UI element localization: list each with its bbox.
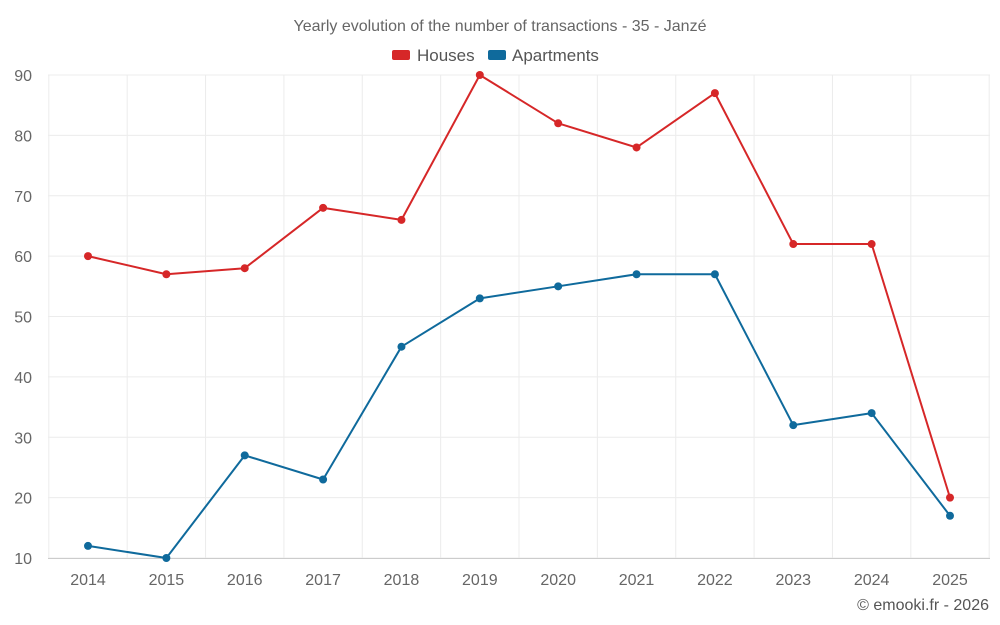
x-tick-label: 2024 <box>854 572 890 589</box>
y-tick-label: 20 <box>14 491 32 508</box>
data-point-houses[interactable] <box>475 71 484 79</box>
y-tick-label: 60 <box>14 249 32 266</box>
data-point-apartments[interactable] <box>162 554 171 562</box>
y-tick-label: 10 <box>14 551 32 568</box>
x-tick-label: 2021 <box>619 572 655 589</box>
series-apartments <box>84 270 954 562</box>
series-houses <box>84 71 954 502</box>
x-tick-label: 2019 <box>462 572 498 589</box>
legend-item-apartments[interactable]: Apartments <box>488 46 599 65</box>
legend-label: Apartments <box>512 46 599 65</box>
x-tick-label: 2020 <box>540 572 576 589</box>
data-point-apartments[interactable] <box>397 342 406 351</box>
x-tick-label: 2023 <box>775 572 811 589</box>
credit-text: © emooki.fr - 2026 <box>857 597 989 614</box>
x-axis-ticks: 2014 2015 2016 2017 2018 2019 2020 2021 2022 2023… <box>70 572 968 589</box>
data-point-houses[interactable] <box>946 493 954 502</box>
x-tick-label: 2014 <box>70 572 106 589</box>
data-point-apartments[interactable] <box>240 451 249 460</box>
data-point-apartments[interactable] <box>710 270 719 279</box>
grid <box>48 74 990 559</box>
data-point-houses[interactable] <box>319 203 328 212</box>
data-point-houses[interactable] <box>84 252 92 261</box>
y-tick-label: 80 <box>14 128 32 145</box>
series-line-houses <box>87 74 951 498</box>
data-point-apartments[interactable] <box>475 294 484 303</box>
data-point-houses[interactable] <box>789 240 798 249</box>
y-tick-label: 70 <box>14 189 32 206</box>
x-tick-label: 2025 <box>932 572 968 589</box>
data-point-houses[interactable] <box>632 143 641 152</box>
data-point-houses[interactable] <box>240 264 249 273</box>
y-tick-label: 50 <box>14 310 32 327</box>
y-tick-label: 30 <box>14 430 32 447</box>
data-point-apartments[interactable] <box>867 409 876 418</box>
x-tick-label: 2016 <box>227 572 263 589</box>
y-tick-label: 40 <box>14 370 32 387</box>
data-point-houses[interactable] <box>554 119 563 128</box>
x-tick-label: 2017 <box>305 572 341 589</box>
data-point-houses[interactable] <box>397 215 406 224</box>
data-point-apartments[interactable] <box>84 541 92 550</box>
data-point-apartments[interactable] <box>946 511 954 520</box>
x-tick-label: 2018 <box>384 572 420 589</box>
data-point-houses[interactable] <box>867 240 876 249</box>
y-axis-ticks: 10 20 30 40 50 60 70 80 90 <box>14 68 32 568</box>
legend-label: Houses <box>417 46 475 65</box>
y-tick-label: 90 <box>14 68 32 85</box>
series-line-apartments <box>87 273 951 559</box>
x-tick-label: 2015 <box>149 572 185 589</box>
legend-item-houses[interactable]: Houses <box>392 46 475 65</box>
data-point-apartments[interactable] <box>319 475 328 484</box>
legend-swatch <box>392 50 410 60</box>
legend-swatch <box>488 50 506 60</box>
data-point-apartments[interactable] <box>632 270 641 279</box>
data-point-apartments[interactable] <box>789 421 798 430</box>
data-point-houses[interactable] <box>710 89 719 98</box>
legend: Houses Apartments <box>392 46 599 65</box>
x-tick-label: 2022 <box>697 572 733 589</box>
data-point-apartments[interactable] <box>554 282 563 291</box>
data-point-houses[interactable] <box>162 270 171 279</box>
chart-title: Yearly evolution of the number of transa… <box>294 18 707 35</box>
series-layer <box>84 71 954 562</box>
